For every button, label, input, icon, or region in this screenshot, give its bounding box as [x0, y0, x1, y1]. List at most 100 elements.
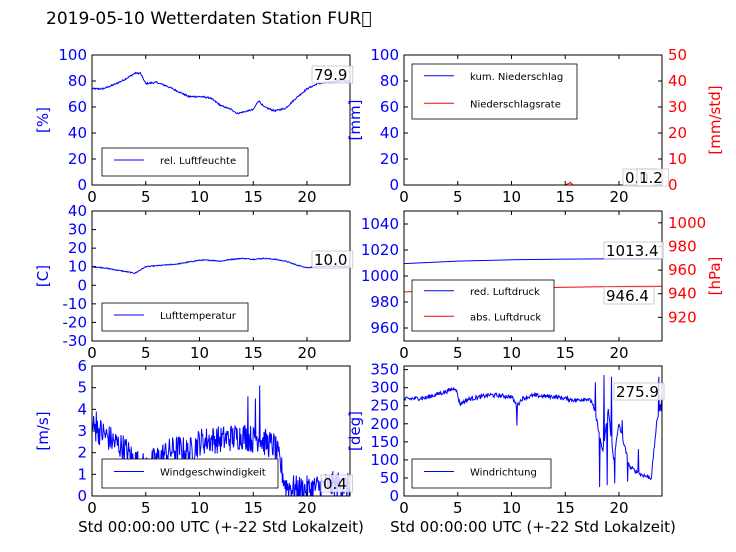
value-label-box [311, 65, 354, 84]
x-tick-label: 10 [190, 188, 209, 206]
y-tick-label: 0 [389, 487, 399, 505]
x-tick-label: 10 [502, 499, 521, 517]
y2-tick-label: 980 [668, 237, 697, 255]
y-tick-label: -30 [63, 332, 88, 350]
plot-frame [91, 210, 351, 342]
y-tick-label: 200 [370, 415, 399, 433]
x-tick-label: 10 [502, 344, 521, 362]
y-axis-label: [mm] [346, 100, 364, 141]
y-axis-label: [deg] [346, 411, 364, 451]
y2-tick-label: 20 [668, 124, 687, 142]
last-value-label: 79.9 [314, 66, 347, 84]
value-label-box [311, 250, 354, 269]
y-tick-label: 100 [370, 451, 399, 469]
legend-box [101, 302, 249, 332]
y2-tick-label: 40 [668, 72, 687, 90]
x-tick-label: 5 [141, 499, 151, 517]
y2-tick-label: 1000 [668, 214, 706, 232]
y2-tick-label: 920 [668, 308, 697, 326]
page-title: 2019-05-10 Wetterdaten Station FUR  [46, 9, 372, 29]
x-tick-label: 10 [190, 344, 209, 362]
x-tick-label: 20 [297, 344, 316, 362]
chart-panel-temperature: 0 5 10 15 20-30-20-10010203040[C]Lufttempera… [34, 202, 354, 362]
y-tick-label: 100 [58, 46, 87, 64]
series-line [92, 257, 350, 274]
y-tick-label: 1000 [361, 267, 399, 285]
y2-tick-label: 0 [668, 176, 678, 194]
legend: rel. Luftfeuchte [101, 147, 249, 177]
y-tick-label: 980 [370, 293, 399, 311]
y-tick-label: 960 [370, 319, 399, 337]
plot-frame [403, 54, 663, 186]
y-tick-label: 0 [77, 276, 87, 294]
y-tick-label: 0 [389, 176, 399, 194]
y-tick-label: 6 [77, 357, 87, 375]
y-tick-label: 2 [77, 444, 87, 462]
y2-tick-label: 50 [668, 46, 687, 64]
chart-panel-pressure: 0 5 10 15 20 960 980 1000 1020 1040 920 940 960 980 10… [361, 210, 724, 362]
series-line [404, 181, 662, 185]
y-tick-label: 4 [77, 400, 87, 418]
y-axis-label: [m/s] [34, 411, 52, 450]
legend-label: rel. Luftfeuchte [160, 156, 236, 167]
x-tick-label: 5 [141, 188, 151, 206]
y-tick-label: 0 [77, 176, 87, 194]
y-tick-label: 50 [380, 469, 399, 487]
y-tick-label: 100 [370, 46, 399, 64]
legend-box [411, 279, 555, 332]
legend: red. Luftdruck abs. Luftdruck [411, 279, 555, 332]
legend: Windrichtung [411, 458, 552, 489]
series-line [92, 71, 350, 115]
y-tick-label: 3 [77, 422, 87, 440]
legend-box [101, 147, 249, 177]
y-axis-label: [C] [34, 265, 52, 287]
last-value-label: 0.4 [323, 475, 347, 493]
x-tick-label: 0 [399, 344, 409, 362]
legend-label: Lufttemperatur [160, 311, 237, 322]
y-tick-label: -10 [63, 295, 88, 313]
last-value-label: 10.0 [314, 251, 347, 269]
y-tick-label: 5 [77, 379, 87, 397]
y-tick-label: 40 [380, 124, 399, 142]
legend-label: Windrichtung [470, 468, 537, 479]
y-tick-label: -20 [63, 313, 88, 331]
y-tick-label: 40 [68, 202, 87, 220]
legend-box [411, 458, 552, 489]
x-tick-label: 0 [87, 499, 97, 517]
x-tick-label: 5 [453, 499, 463, 517]
chart-panel-humidity: 0 5 10 15 20 0 20 40 60 80 100 [%] rel. Luftfeuchte 7… [34, 46, 354, 206]
y-tick-label: 250 [370, 397, 399, 415]
legend: Lufttemperatur [101, 302, 249, 332]
x-tick-label: 5 [453, 344, 463, 362]
x-tick-label: 15 [244, 499, 263, 517]
value-label-box [613, 382, 665, 401]
y-tick-label: 60 [68, 98, 87, 116]
legend-label: abs. Luftdruck [470, 312, 541, 323]
x-tick-label: 0 [87, 344, 97, 362]
series-group [404, 374, 662, 488]
y-tick-label: 1 [77, 465, 87, 483]
last-value-label: 1013.4 [606, 242, 659, 260]
y-tick-label: 20 [68, 150, 87, 168]
x-tick-label: 15 [244, 344, 263, 362]
last-value-label: 1.2 [639, 169, 663, 187]
legend-label: Niederschlagsrate [470, 99, 561, 110]
legend-box [101, 458, 279, 489]
x-axis-label: Std 00:00:00 UTC (+-22 Std Lokalzeit) [390, 518, 676, 536]
x-tick-label: 15 [556, 188, 575, 206]
x-tick-label: 20 [609, 344, 628, 362]
legend: kum. Niederschlag Niederschlagsrate [411, 63, 578, 120]
y2-axis-label: [mm/std] [706, 85, 724, 154]
plot-frame [91, 54, 351, 186]
y-tick-label: 80 [68, 72, 87, 90]
series-line [404, 374, 662, 488]
x-tick-label: 15 [244, 188, 263, 206]
y-tick-label: 60 [380, 98, 399, 116]
y2-tick-label: 30 [668, 98, 687, 116]
x-tick-label: 0 [399, 499, 409, 517]
legend: Windgeschwindigkeit [101, 458, 279, 489]
plot-frame [403, 365, 663, 497]
